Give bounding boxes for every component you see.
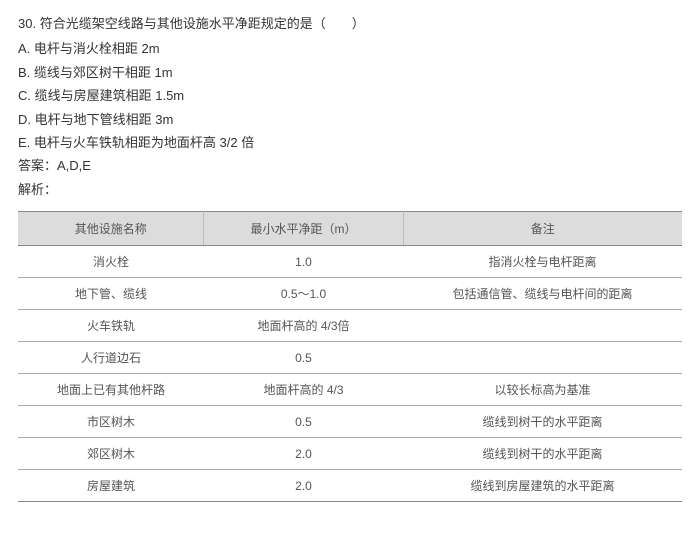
- explain-label: 解析：: [18, 182, 57, 197]
- option-key: A.: [18, 41, 30, 56]
- table-cell: [403, 310, 682, 342]
- table-header-cell: 备注: [403, 212, 682, 246]
- table-cell: 以较长标高为基准: [403, 374, 682, 406]
- option-a: A. 电杆与消火栓相距 2m: [18, 37, 682, 60]
- table-cell: 郊区树木: [18, 438, 204, 470]
- question-number: 30.: [18, 16, 36, 31]
- table-cell: 0.5: [204, 342, 403, 374]
- table-cell: 缆线到树干的水平距离: [403, 438, 682, 470]
- table-header-row: 其他设施名称 最小水平净距（m） 备注: [18, 212, 682, 246]
- table-cell: 消火栓: [18, 246, 204, 278]
- table-cell: 指消火栓与电杆距离: [403, 246, 682, 278]
- table-cell: 2.0: [204, 438, 403, 470]
- explain-line: 解析：: [18, 178, 682, 201]
- table-cell: 地下管、缆线: [18, 278, 204, 310]
- option-text: 电杆与地下管线相距 3m: [35, 112, 174, 127]
- spec-table: 其他设施名称 最小水平净距（m） 备注 消火栓 1.0 指消火栓与电杆距离 地下…: [18, 211, 682, 502]
- table-row: 地下管、缆线 0.5～1.0 包括通信管、缆线与电杆间的距离: [18, 278, 682, 310]
- table-row: 郊区树木 2.0 缆线到树干的水平距离: [18, 438, 682, 470]
- table-cell: 火车铁轨: [18, 310, 204, 342]
- table-cell: 地面杆高的 4/3倍: [204, 310, 403, 342]
- option-key: C.: [18, 88, 31, 103]
- option-key: B.: [18, 65, 30, 80]
- table-cell: 房屋建筑: [18, 470, 204, 502]
- table-cell: [403, 342, 682, 374]
- table-cell: 市区树木: [18, 406, 204, 438]
- option-text: 电杆与火车铁轨相距为地面杆高 3/2 倍: [34, 135, 254, 150]
- answer-value: A,D,E: [57, 158, 91, 173]
- table-row: 火车铁轨 地面杆高的 4/3倍: [18, 310, 682, 342]
- option-text: 缆线与房屋建筑相距 1.5m: [35, 88, 185, 103]
- table-cell: 地面上已有其他杆路: [18, 374, 204, 406]
- option-key: D.: [18, 112, 31, 127]
- table-cell: 0.5: [204, 406, 403, 438]
- table-cell: 地面杆高的 4/3: [204, 374, 403, 406]
- option-text: 缆线与郊区树干相距 1m: [34, 65, 173, 80]
- table-cell: 缆线到房屋建筑的水平距离: [403, 470, 682, 502]
- table-cell: 缆线到树干的水平距离: [403, 406, 682, 438]
- option-key: E.: [18, 135, 30, 150]
- table-row: 消火栓 1.0 指消火栓与电杆距离: [18, 246, 682, 278]
- table-body: 消火栓 1.0 指消火栓与电杆距离 地下管、缆线 0.5～1.0 包括通信管、缆…: [18, 246, 682, 502]
- table-row: 人行道边石 0.5: [18, 342, 682, 374]
- table-cell: 2.0: [204, 470, 403, 502]
- options-block: A. 电杆与消火栓相距 2m B. 缆线与郊区树干相距 1m C. 缆线与房屋建…: [18, 37, 682, 154]
- table-row: 市区树木 0.5 缆线到树干的水平距离: [18, 406, 682, 438]
- option-b: B. 缆线与郊区树干相距 1m: [18, 61, 682, 84]
- option-text: 电杆与消火栓相距 2m: [34, 41, 160, 56]
- table-cell: 人行道边石: [18, 342, 204, 374]
- table-row: 房屋建筑 2.0 缆线到房屋建筑的水平距离: [18, 470, 682, 502]
- table-header-cell: 其他设施名称: [18, 212, 204, 246]
- table-cell: 包括通信管、缆线与电杆间的距离: [403, 278, 682, 310]
- option-e: E. 电杆与火车铁轨相距为地面杆高 3/2 倍: [18, 131, 682, 154]
- table-header-cell: 最小水平净距（m）: [204, 212, 403, 246]
- table-cell: 1.0: [204, 246, 403, 278]
- table-cell: 0.5～1.0: [204, 278, 403, 310]
- answer-line: 答案：A,D,E: [18, 154, 682, 177]
- option-d: D. 电杆与地下管线相距 3m: [18, 108, 682, 131]
- question-stem: 30. 符合光缆架空线路与其他设施水平净距规定的是（ ）: [18, 12, 682, 35]
- option-c: C. 缆线与房屋建筑相距 1.5m: [18, 84, 682, 107]
- answer-label: 答案：: [18, 158, 57, 173]
- spec-table-wrap: 其他设施名称 最小水平净距（m） 备注 消火栓 1.0 指消火栓与电杆距离 地下…: [18, 211, 682, 502]
- question-text: 符合光缆架空线路与其他设施水平净距规定的是（ ）: [40, 16, 365, 31]
- table-row: 地面上已有其他杆路 地面杆高的 4/3 以较长标高为基准: [18, 374, 682, 406]
